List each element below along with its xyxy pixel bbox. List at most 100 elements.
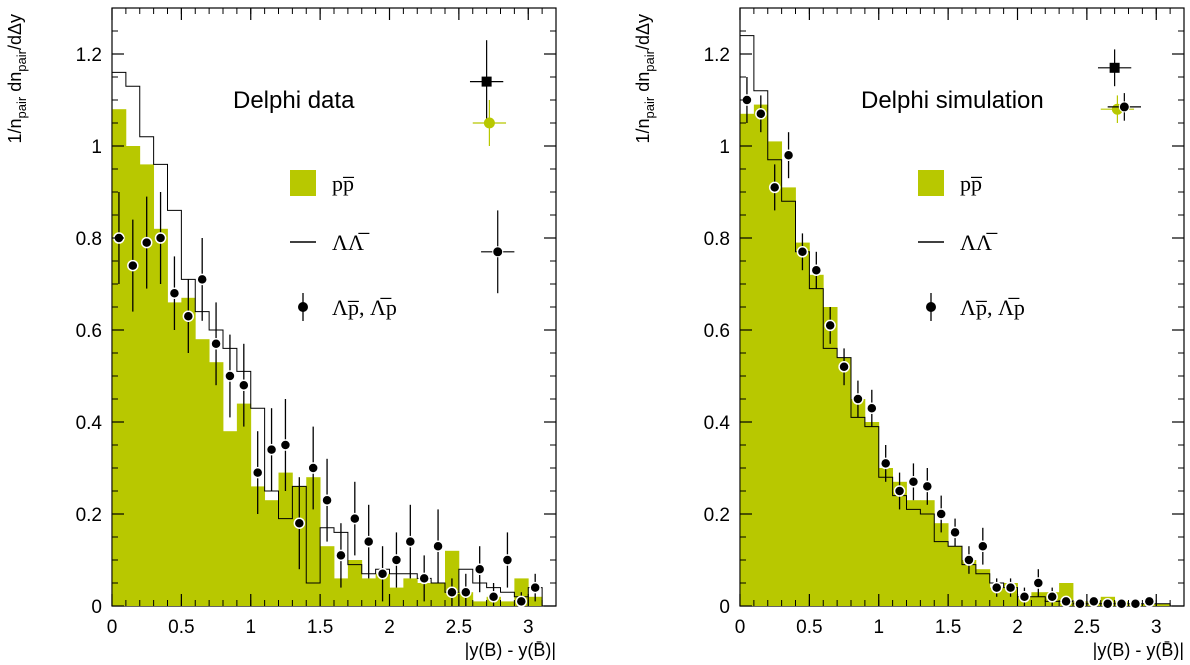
histogram-bar-ppbar bbox=[195, 339, 210, 606]
data-point-lambda-pbar bbox=[977, 527, 989, 565]
data-point-lambda-pbar bbox=[390, 532, 403, 588]
data-point-lambda-pbar bbox=[782, 132, 795, 179]
legend-label: Λp̅, Λ̅p bbox=[960, 295, 1025, 320]
point-marker bbox=[307, 462, 319, 474]
point-marker bbox=[879, 457, 892, 470]
y-tick-label: 0.2 bbox=[76, 505, 102, 526]
data-point-lambda-pbar bbox=[349, 481, 361, 556]
histogram-bar-ppbar bbox=[1031, 592, 1046, 606]
data-point-lambda-pbar bbox=[362, 504, 375, 579]
point-marker bbox=[238, 379, 250, 391]
histogram-bar-ppbar bbox=[139, 164, 155, 606]
x-tick-label: 1.5 bbox=[935, 617, 961, 638]
x-tick-label: 0.5 bbox=[796, 617, 822, 638]
point-marker bbox=[501, 554, 514, 566]
legend-label: ΛΛ̅ bbox=[960, 230, 998, 255]
histogram-bar-ppbar bbox=[1156, 603, 1171, 606]
x-tick-label: 1 bbox=[873, 617, 884, 638]
point-marker bbox=[990, 581, 1003, 594]
data-point-lambda-pbar bbox=[990, 578, 1003, 597]
data-point-lambda-pbar bbox=[824, 307, 836, 344]
histogram-bar-ppbar bbox=[864, 422, 880, 606]
histogram-bar-ppbar bbox=[278, 472, 293, 606]
histogram-bar-ppbar bbox=[500, 601, 515, 606]
data-point-lambda-pbar bbox=[224, 334, 236, 418]
histogram-bar-ppbar bbox=[334, 578, 349, 606]
data-point-lambda-pbar bbox=[1129, 597, 1142, 610]
y-tick-label: 0 bbox=[91, 597, 102, 618]
histogram-bar-ppbar bbox=[112, 109, 127, 606]
average-circle-marker bbox=[492, 246, 504, 258]
histogram-bar-ppbar bbox=[181, 297, 196, 606]
x-tick-label: 2 bbox=[1012, 617, 1023, 638]
point-marker bbox=[168, 287, 181, 299]
data-point-lambda-pbar bbox=[796, 233, 809, 271]
y-axis-title-part: 1/n bbox=[5, 118, 25, 143]
data-point-lambda-pbar bbox=[921, 468, 934, 505]
y-tick-label: 0.4 bbox=[76, 413, 103, 434]
data-point-lambda-pbar bbox=[1088, 595, 1100, 608]
point-marker bbox=[921, 480, 934, 493]
data-point-lambda-pbar bbox=[1046, 587, 1058, 606]
y-axis-title-part: dn bbox=[633, 72, 653, 97]
data-point-lambda-pbar bbox=[154, 192, 167, 284]
point-marker bbox=[432, 540, 444, 552]
histogram-bar-ppbar bbox=[153, 228, 168, 607]
histogram-bar-ppbar bbox=[389, 587, 404, 606]
data-point-lambda-pbar bbox=[376, 546, 389, 602]
point-marker bbox=[140, 236, 153, 249]
y-axis-title-part: pair bbox=[642, 49, 657, 71]
average-square-marker bbox=[481, 76, 492, 87]
histogram-bar-ppbar bbox=[264, 500, 279, 606]
x-tick-label: 0 bbox=[107, 617, 118, 638]
data-point-lambda-pbar bbox=[935, 495, 947, 533]
legend-label: pp̅ bbox=[332, 171, 354, 196]
point-marker bbox=[755, 108, 767, 120]
histogram-bar-ppbar bbox=[223, 431, 238, 606]
point-marker bbox=[1060, 595, 1072, 608]
y-tick-label: 0.6 bbox=[76, 321, 102, 342]
data-point-lambda-pbar bbox=[1074, 597, 1086, 610]
histogram-bar-ppbar bbox=[767, 141, 783, 606]
histogram-bar-ppbar bbox=[948, 546, 963, 606]
point-marker bbox=[782, 149, 795, 161]
histogram-bar-ppbar bbox=[906, 500, 921, 606]
data-point-lambda-pbar bbox=[432, 509, 444, 583]
histogram-bar-ppbar bbox=[403, 578, 418, 606]
histogram-bar-ppbar bbox=[837, 357, 852, 606]
x-tick-label: 2 bbox=[384, 617, 395, 638]
y-tick-label: 0.8 bbox=[76, 229, 102, 250]
point-marker bbox=[224, 370, 236, 382]
point-marker bbox=[1032, 577, 1045, 589]
point-marker bbox=[321, 494, 333, 506]
point-marker bbox=[1004, 581, 1017, 594]
point-marker bbox=[949, 526, 961, 539]
histogram-bar-ppbar bbox=[851, 399, 866, 606]
histogram-bar-ppbar bbox=[250, 486, 266, 606]
point-marker bbox=[460, 586, 472, 598]
histogram-bar-ppbar bbox=[431, 583, 446, 606]
data-point-lambda-pbar bbox=[963, 546, 975, 574]
point-marker bbox=[349, 512, 361, 525]
data-point-lambda-pbar bbox=[168, 256, 181, 330]
data-point-lambda-pbar bbox=[321, 458, 333, 542]
point-marker bbox=[796, 246, 809, 258]
data-point-lambda-pbar bbox=[293, 477, 306, 570]
data-point-lambda-pbar bbox=[446, 578, 458, 606]
data-point-lambda-pbar bbox=[1032, 569, 1045, 597]
y-axis-title-part: pair bbox=[14, 96, 29, 118]
data-point-lambda-pbar bbox=[907, 463, 920, 501]
data-point-lambda-pbar bbox=[893, 472, 906, 510]
histogram-bar-ppbar bbox=[809, 274, 824, 606]
histogram-bar-ppbar bbox=[823, 307, 838, 606]
y-axis-title-part: /dΔy bbox=[5, 14, 25, 50]
data-point-lambda-pbar bbox=[473, 546, 486, 593]
data-point-lambda-pbar bbox=[755, 95, 767, 133]
legend-swatch-filled bbox=[290, 170, 316, 196]
data-point-lambda-pbar bbox=[852, 380, 864, 418]
point-marker bbox=[1074, 597, 1086, 610]
point-marker bbox=[335, 549, 347, 562]
histogram-bar-ppbar bbox=[753, 104, 769, 606]
x-tick-label: 1.5 bbox=[307, 617, 333, 638]
point-marker bbox=[1088, 595, 1100, 608]
